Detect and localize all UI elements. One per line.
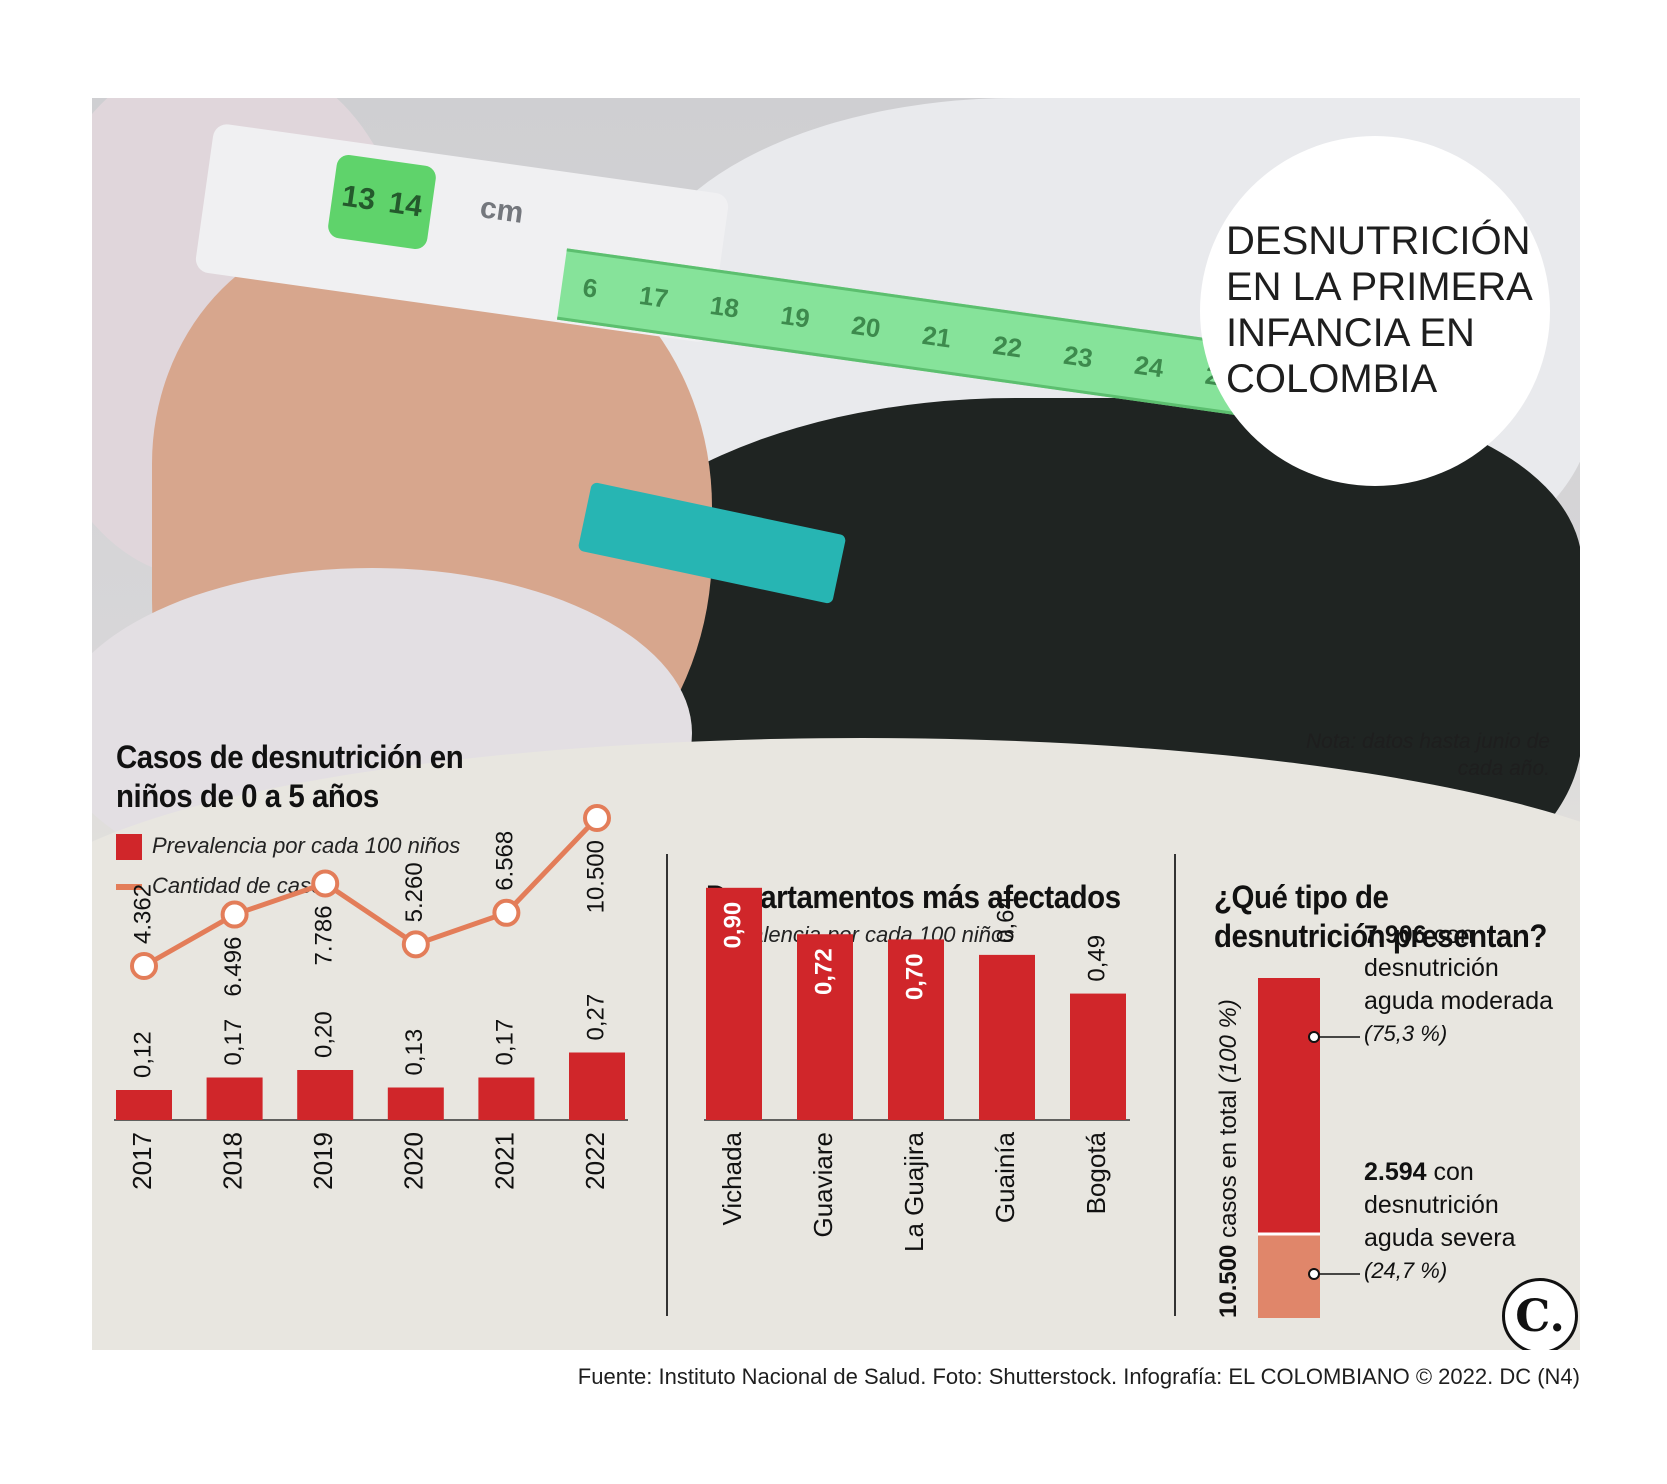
chart1-bar (116, 1090, 172, 1120)
chart2-bar (1070, 993, 1126, 1120)
chart2-bar-label: 0,49 (1083, 935, 1110, 982)
chart1-bar-label: 0,20 (311, 1011, 338, 1058)
el-colombiano-logo: C. (1502, 1278, 1578, 1350)
chart1-x-tick: 2022 (580, 1132, 610, 1190)
chart3-annotation-text: desnutrición (1364, 1191, 1499, 1219)
chart1-bar (206, 1077, 263, 1120)
chart1-bar (387, 1087, 444, 1120)
legend-swatch-line (116, 884, 142, 891)
chart3-axis-label-part: (100 %) (1215, 999, 1242, 1090)
chart1-cases-point (130, 952, 158, 980)
legend-label: Prevalencia por cada 100 niños (152, 833, 461, 858)
chart2-x-tick: Guaviare (808, 1132, 838, 1238)
chart3-annotation-dot (1308, 1268, 1320, 1280)
legend-item-prevalence: Prevalencia por cada 100 niños (116, 833, 461, 861)
chart3-annotation-text: aguda moderada (1364, 987, 1553, 1015)
chart1-x-tick: 2021 (489, 1132, 519, 1190)
chart1-x-tick: 2017 (127, 1132, 157, 1190)
column-divider (1174, 854, 1176, 1316)
chart1-cases-point (401, 930, 430, 959)
chart1-cases-point (492, 898, 521, 927)
chart1-cases-line (142, 816, 599, 969)
data-note: Nota: datos hasta junio de cada año. (1305, 730, 1550, 780)
chart3-value-text: con (1427, 921, 1474, 949)
title-circle (1200, 136, 1550, 486)
column-divider (666, 854, 668, 1316)
chart1-cases-label: 7.786 (311, 905, 338, 965)
chart2-x-tick: Vichada (717, 1131, 747, 1225)
chart1-x-tick: 2018 (217, 1132, 247, 1190)
chart2-bar-label: 0,64 (992, 896, 1019, 943)
chart3-value-number: 2.594 (1364, 1158, 1427, 1186)
chart2-bar (888, 939, 944, 1120)
source-credit: Fuente: Instituto Nacional de Salud. Fot… (577, 1364, 1580, 1389)
chart3-annotation-value: 2.594 con (1364, 1158, 1474, 1186)
chart1-cases-label: 6.568 (492, 831, 519, 891)
chart1-bar-label: 0,13 (401, 1029, 428, 1076)
chart2-bar (979, 954, 1035, 1120)
chart1-x-tick: 2020 (399, 1132, 429, 1190)
chart3-annotation-text: aguda severa (1364, 1224, 1516, 1252)
chart1-cases-point (311, 869, 340, 898)
chart3-axis-label: 10.500 casos en total (100 %) (1215, 999, 1242, 1318)
chart3-value-text: con (1427, 1158, 1474, 1186)
chart3-title: ¿Qué tipo de desnutrición presentan? (1214, 879, 1547, 954)
chart1-bar (297, 1070, 354, 1120)
chart3-annotation-dot (1308, 1031, 1320, 1043)
chart3-annotation-value: 7.906 con (1364, 921, 1474, 949)
chart1-cases-label: 4.362 (129, 884, 156, 944)
page-title: DESNUTRICIÓN EN LA PRIMERA INFANCIA EN C… (1226, 219, 1531, 401)
chart3-value-number: 7.906 (1364, 921, 1427, 949)
chart1-bar-label: 0,17 (492, 1019, 519, 1066)
chart3-annotation-pct: (75,3 %) (1364, 1021, 1447, 1046)
chart2-x-tick: Guainía (990, 1131, 1020, 1223)
chart2-bar (797, 934, 853, 1120)
infographic-panel: 13 14 cm 6171819202122232425 DESNUTRICIÓ… (92, 98, 1580, 1350)
chart1-cases-point (583, 804, 611, 832)
chart3-annotation-pct: (24,7 %) (1364, 1258, 1447, 1283)
legend-item-cases: Cantidad de casos (116, 873, 334, 899)
chart2-x-tick: Bogotá (1081, 1131, 1111, 1214)
chart3-axis-label-part: casos en total (1215, 1090, 1242, 1245)
chart2-title: Departamentos más afectados (706, 879, 1121, 915)
chart1-title: Casos de desnutrición en niños de 0 a 5 … (116, 739, 464, 814)
chart1-bar-label: 0,12 (129, 1031, 156, 1078)
chart3-annotation-text: desnutrición (1364, 954, 1499, 982)
chart2-bar-label: 0,90 (719, 902, 746, 949)
chart1-bar (569, 1052, 625, 1120)
legend-swatch-bar (116, 834, 142, 861)
chart1-bar-label: 0,17 (220, 1019, 247, 1066)
chart3-bar-moderate (1258, 978, 1320, 1235)
charts-svg: 0,12 2017 0,17 2018 0,20 2019 0,13 2020 0,17 2021… (114, 804, 1553, 1318)
chart2-bar-label: 0,72 (810, 948, 837, 995)
chart1-cases-label: 5.260 (401, 862, 428, 922)
chart1-x-tick: 2019 (308, 1132, 338, 1190)
chart2-bar (706, 887, 762, 1120)
chart2-x-tick: La Guajira (899, 1131, 929, 1251)
chart1-cases-label: 10.500 (582, 840, 609, 913)
chart3-axis-label-part: 10.500 (1215, 1245, 1242, 1318)
chart2-bar-label: 0,70 (901, 953, 928, 1000)
chart1-bar (478, 1077, 535, 1120)
legend-label: Cantidad de casos (152, 873, 335, 898)
chart1-cases-label: 6.496 (220, 937, 247, 997)
chart1-bar-label: 0,27 (582, 994, 609, 1041)
chart1-cases-point (220, 900, 249, 929)
